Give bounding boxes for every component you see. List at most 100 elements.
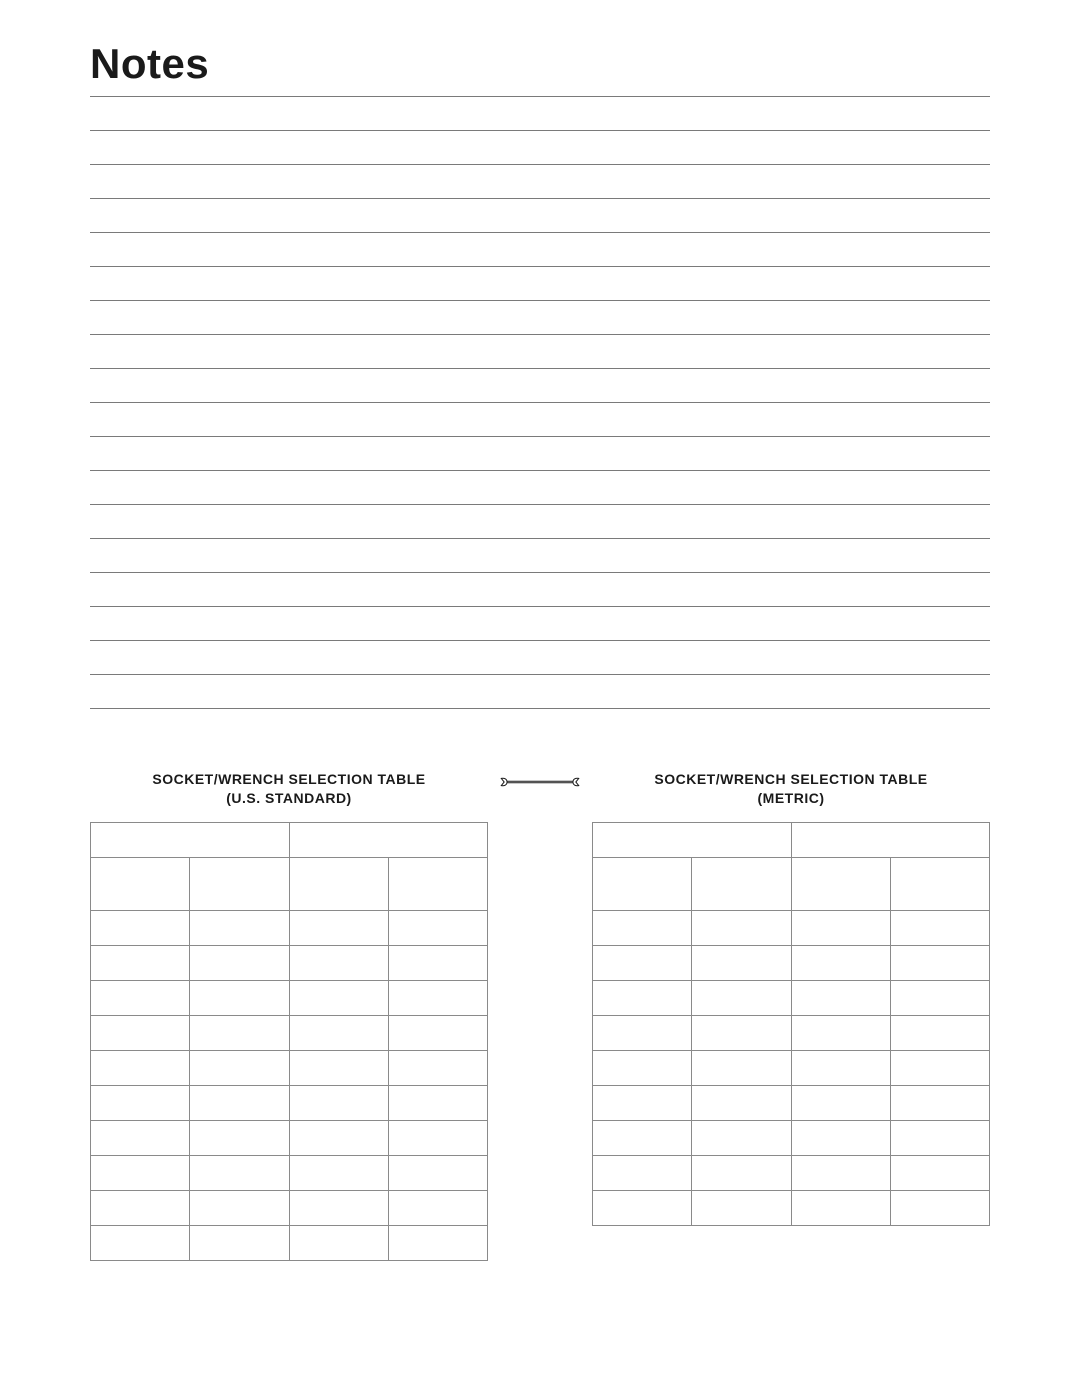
table-row [91, 1015, 488, 1050]
table-cell [388, 980, 487, 1015]
table-row [593, 1050, 990, 1085]
table-cell [791, 1155, 890, 1190]
table-cell [692, 1155, 791, 1190]
table-cell [190, 1120, 289, 1155]
page: Notes SOCKET/WRENCH SELECTION TABLE (U.S… [0, 0, 1080, 1397]
table-cell [289, 1015, 388, 1050]
table-cell [692, 1050, 791, 1085]
table-cell [791, 1050, 890, 1085]
tables-area: SOCKET/WRENCH SELECTION TABLE (U.S. STAN… [90, 770, 990, 1261]
table-cell [791, 910, 890, 945]
table-cell [289, 1050, 388, 1085]
metric-sub-a2 [692, 857, 791, 910]
us-title-line2: (U.S. STANDARD) [226, 790, 351, 806]
table-cell [791, 1190, 890, 1225]
metric-sub-b2 [890, 857, 989, 910]
table-cell [91, 1085, 190, 1120]
table-row [91, 1120, 488, 1155]
table-cell [190, 1050, 289, 1085]
table-cell [388, 1015, 487, 1050]
table-row [593, 1190, 990, 1225]
table-cell [91, 1225, 190, 1260]
table-cell [692, 1120, 791, 1155]
note-line [90, 572, 990, 606]
table-cell [190, 1190, 289, 1225]
table-cell [91, 1050, 190, 1085]
table-cell [890, 1085, 989, 1120]
table-row [593, 945, 990, 980]
table-cell [388, 1155, 487, 1190]
table-row [593, 910, 990, 945]
table-cell [890, 1050, 989, 1085]
table-cell [190, 1225, 289, 1260]
table-cell [91, 1120, 190, 1155]
note-line [90, 334, 990, 368]
table-cell [190, 1085, 289, 1120]
table-cell [791, 1015, 890, 1050]
table-cell [890, 980, 989, 1015]
table-cell [593, 945, 692, 980]
table-cell [289, 980, 388, 1015]
table-cell [692, 980, 791, 1015]
table-row [593, 1155, 990, 1190]
note-line [90, 164, 990, 198]
us-sub-a2 [190, 857, 289, 910]
note-line [90, 232, 990, 266]
table-cell [692, 1190, 791, 1225]
table-cell [692, 945, 791, 980]
note-line [90, 130, 990, 164]
metric-block: SOCKET/WRENCH SELECTION TABLE (METRIC) [592, 770, 990, 1226]
us-title-line1: SOCKET/WRENCH SELECTION TABLE [152, 771, 425, 787]
table-cell [388, 1085, 487, 1120]
table-cell [890, 1120, 989, 1155]
table-cell [91, 980, 190, 1015]
table-row [91, 1190, 488, 1225]
table-cell [791, 1120, 890, 1155]
table-cell [791, 945, 890, 980]
table-row [91, 1225, 488, 1260]
table-cell [289, 945, 388, 980]
wrench-icon [497, 772, 583, 792]
page-number [889, 1347, 990, 1361]
note-line [90, 368, 990, 402]
table-cell [692, 1015, 791, 1050]
table-cell [692, 910, 791, 945]
table-cell [190, 1155, 289, 1190]
table-cell [190, 980, 289, 1015]
table-row [91, 822, 488, 857]
note-line [90, 402, 990, 436]
table-cell [91, 910, 190, 945]
table-row [91, 980, 488, 1015]
table-cell [289, 1190, 388, 1225]
metric-title-line1: SOCKET/WRENCH SELECTION TABLE [654, 771, 927, 787]
table-cell [593, 1050, 692, 1085]
us-standard-title: SOCKET/WRENCH SELECTION TABLE (U.S. STAN… [90, 770, 488, 808]
table-row [91, 1155, 488, 1190]
table-row [593, 1015, 990, 1050]
table-cell [289, 910, 388, 945]
note-line [90, 640, 990, 674]
metric-title-line2: (METRIC) [758, 790, 825, 806]
table-cell [91, 945, 190, 980]
metric-title: SOCKET/WRENCH SELECTION TABLE (METRIC) [592, 770, 990, 808]
table-cell [190, 1015, 289, 1050]
metric-sub-a1 [593, 857, 692, 910]
us-standard-block: SOCKET/WRENCH SELECTION TABLE (U.S. STAN… [90, 770, 488, 1261]
table-row [91, 1050, 488, 1085]
table-cell [388, 1225, 487, 1260]
us-group-b [289, 822, 488, 857]
us-sub-b2 [388, 857, 487, 910]
table-cell [289, 1120, 388, 1155]
note-line [90, 538, 990, 572]
table-row [593, 980, 990, 1015]
table-row [593, 857, 990, 910]
table-cell [388, 1050, 487, 1085]
metric-table [592, 822, 990, 1226]
note-line [90, 96, 990, 130]
table-row [91, 857, 488, 910]
table-cell [190, 945, 289, 980]
notes-ruled-area [90, 96, 990, 742]
note-line [90, 266, 990, 300]
us-sub-b1 [289, 857, 388, 910]
table-cell [890, 910, 989, 945]
